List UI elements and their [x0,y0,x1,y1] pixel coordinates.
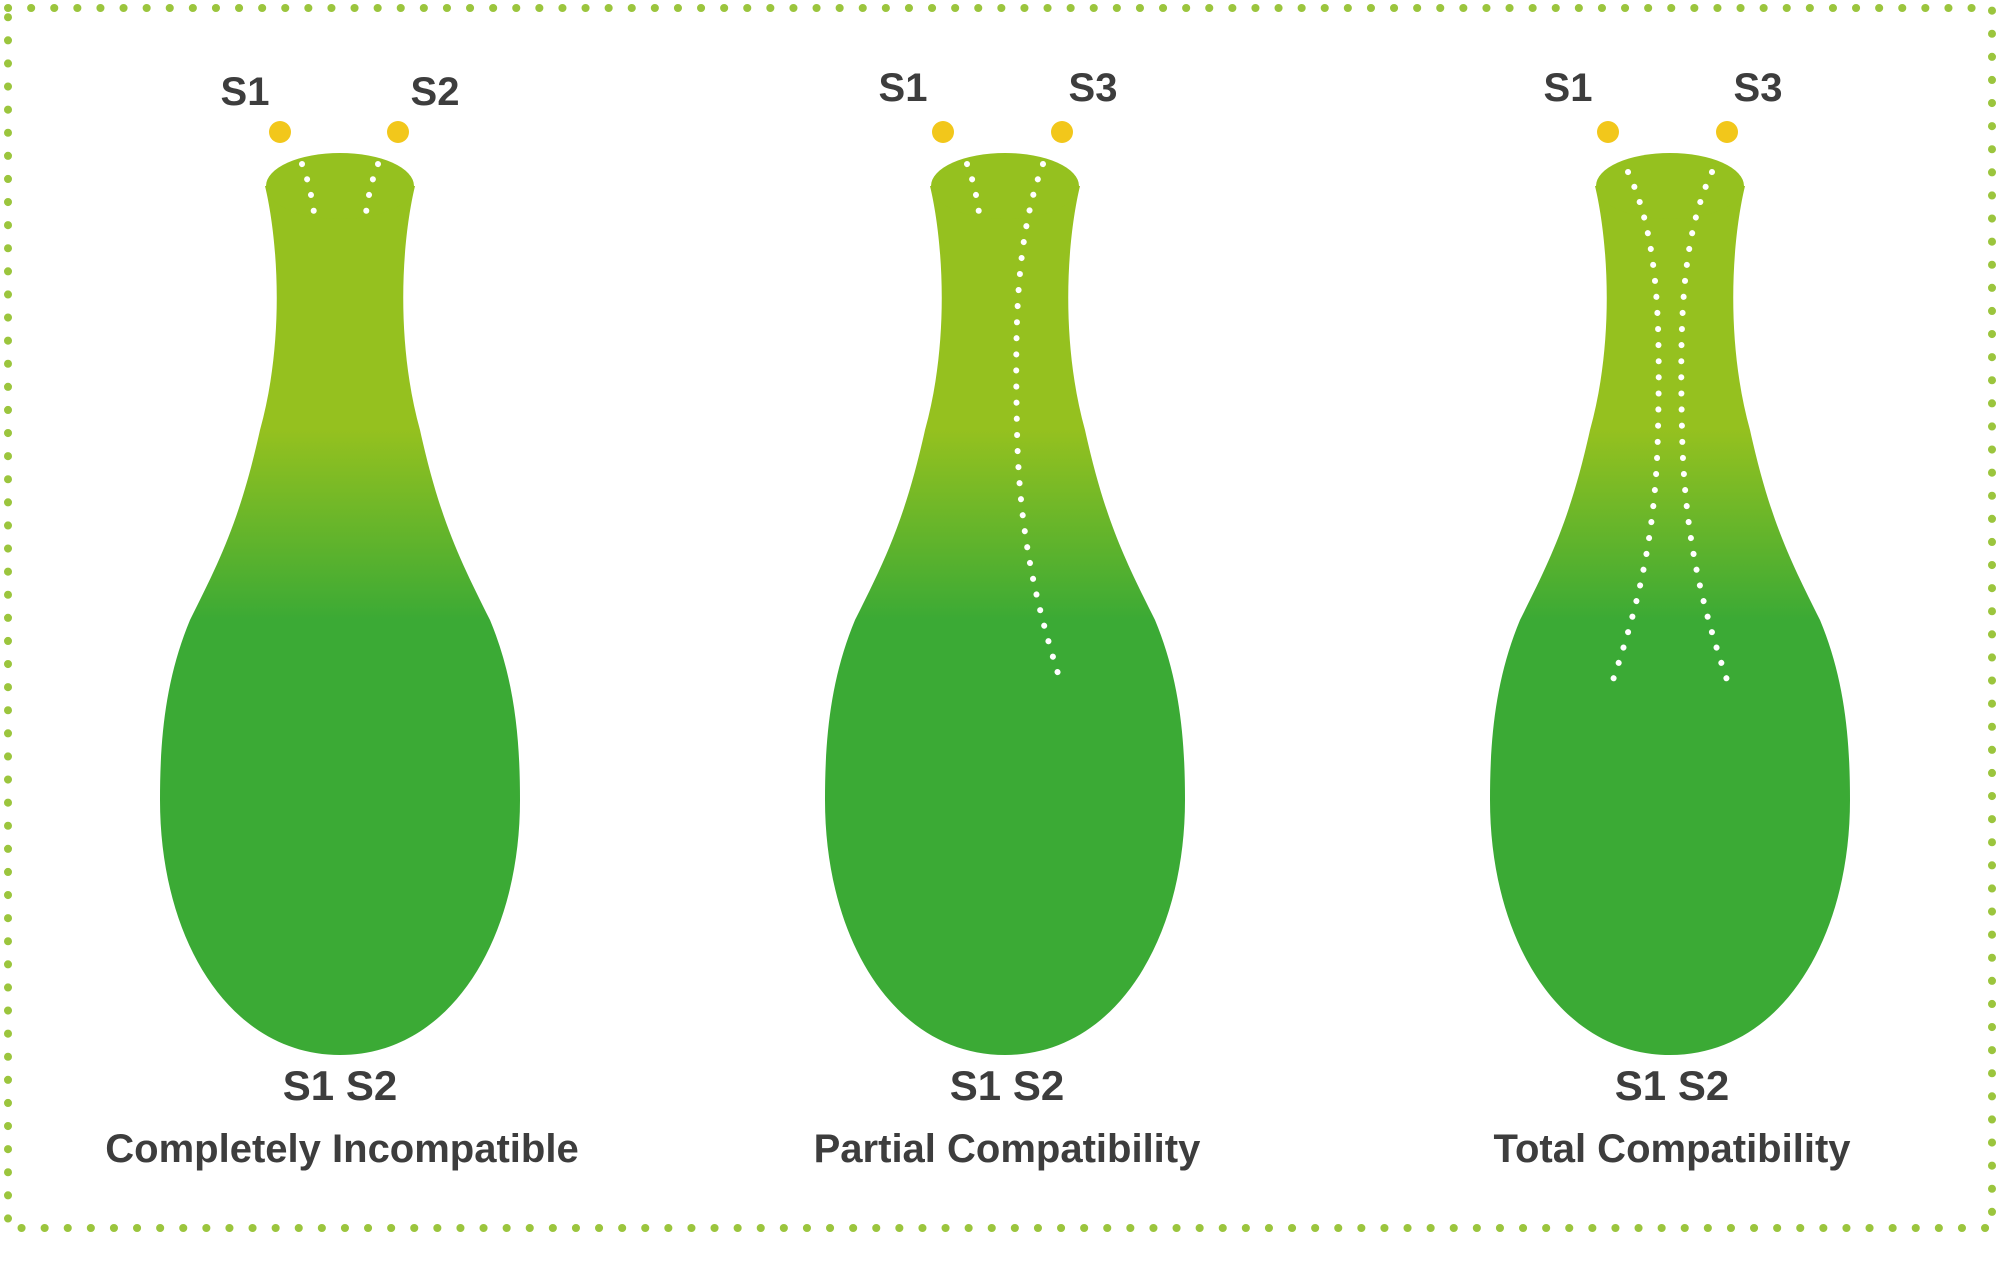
pollen-label-left: S1 [221,70,270,114]
pollen-label-right: S2 [411,70,460,114]
panel-caption: Total Compatibility [1493,1127,1851,1171]
pollen-grain-left [932,121,954,143]
panel-total-compatibility: S1 S3 S1 S2 Total Compatibility [1490,66,1851,1171]
pollen-grain-left [269,121,291,143]
panel-partial-compatibility: S1 S3 S1 S2 Partial Compatibility [814,66,1201,1171]
pollen-label-left: S1 [1544,66,1593,110]
pollen-label-right: S3 [1069,66,1118,110]
stigma [1596,153,1744,219]
pistil [1490,153,1850,1055]
panel-caption: Completely Incompatible [105,1127,578,1171]
pollen-grain-right [1051,121,1073,143]
pollen-grain-right [1716,121,1738,143]
pistil [825,153,1185,1055]
pollen-label-right: S3 [1734,66,1783,110]
stigma [266,153,414,219]
pistil [160,153,520,1055]
pistil-genotype-label: S1 S2 [950,1062,1064,1109]
pistil-genotype-label: S1 S2 [283,1062,397,1109]
panel-completely-incompatible: S1 S2 S1 S2 Completely Incompatible [105,70,578,1171]
pistil-genotype-label: S1 S2 [1615,1062,1729,1109]
stigma [931,153,1079,219]
dotted-border [4,4,1996,1232]
panel-caption: Partial Compatibility [814,1127,1201,1171]
pollen-grain-left [1597,121,1619,143]
pollen-label-left: S1 [879,66,928,110]
pollen-grain-right [387,121,409,143]
